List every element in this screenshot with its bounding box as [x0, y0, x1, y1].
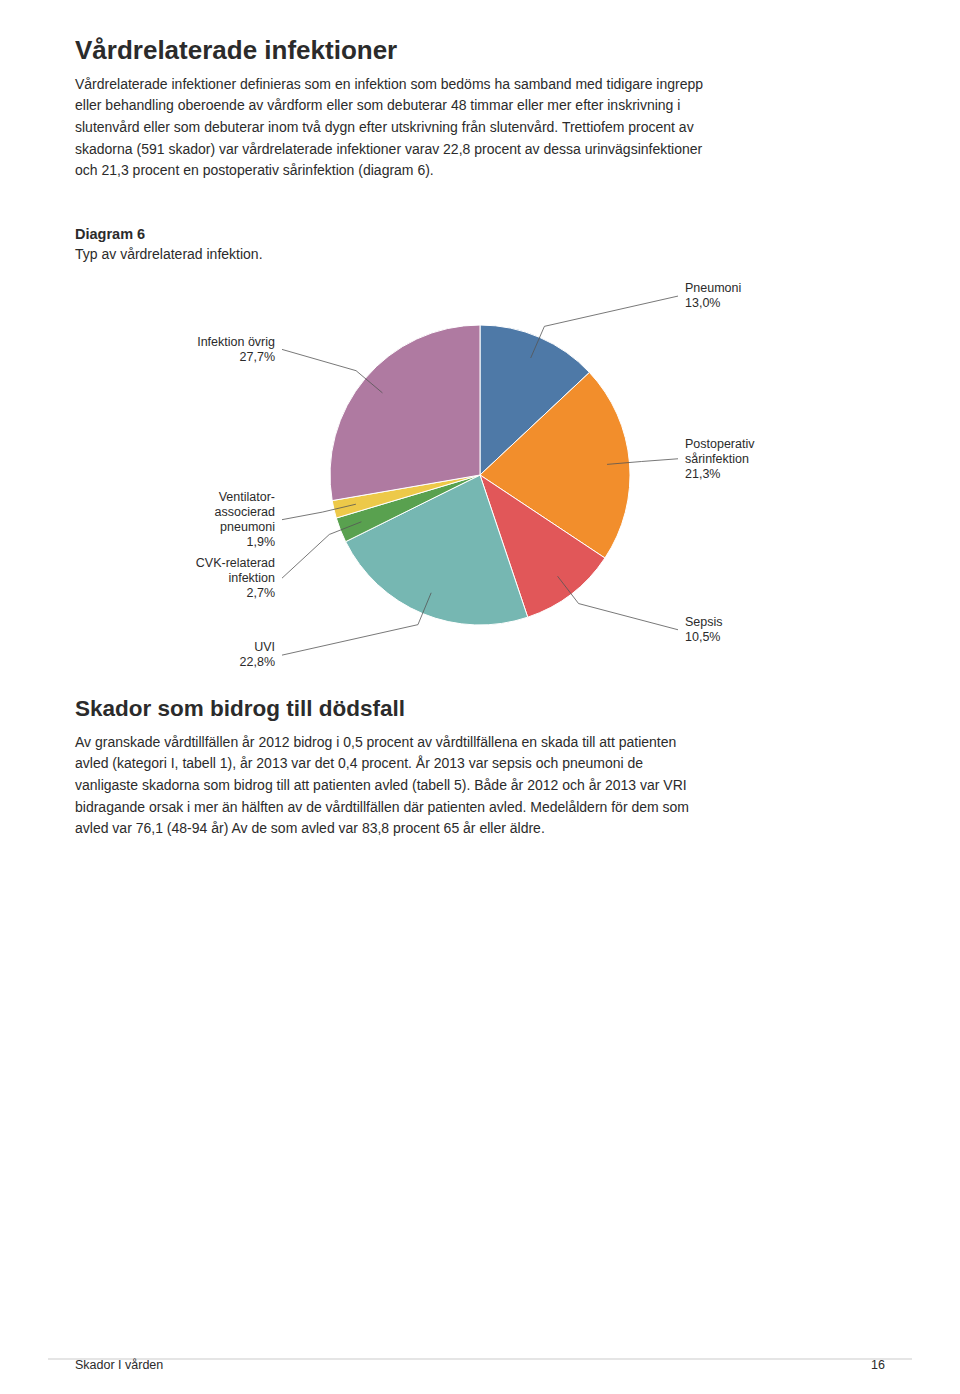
page-title: Vårdrelaterade infektioner — [75, 35, 397, 65]
slice-label: Sepsis — [685, 615, 723, 629]
labels: Pneumoni13,0% Postoperativsårinfektion21,… — [196, 281, 755, 669]
leader-line — [282, 504, 356, 519]
section-text: Av granskade vårdtillfällen år 2012 bidr… — [75, 734, 689, 837]
text-line: avled var 76,1 (48-94 år) Av de som avle… — [75, 820, 545, 836]
text-line: Vårdrelaterade infektioner — [75, 35, 397, 65]
text-line: Ventilator- — [219, 490, 275, 504]
text-line: Pneumoni — [685, 281, 741, 295]
slice-label: Pneumoni — [685, 281, 741, 295]
text-line: Infektion övrig — [197, 335, 275, 349]
leader-line — [282, 349, 382, 392]
leader-line — [282, 522, 361, 578]
text-line: pneumoni — [220, 520, 275, 534]
text-line: eller behandling oberoende av vårdform e… — [75, 97, 680, 113]
footer-right: 16 — [871, 1358, 885, 1372]
footer-rule — [48, 1359, 912, 1360]
leader-line — [558, 576, 678, 630]
data-label: 10,5% — [685, 630, 720, 644]
slice-label: CVK-relateradinfektion — [196, 556, 275, 585]
pie-chart: Pneumoni13,0% Postoperativsårinfektion21,… — [196, 281, 755, 669]
slice-label: Infektion övrig — [197, 335, 275, 349]
leader-line — [282, 593, 431, 655]
text-line: Sepsis — [685, 615, 723, 629]
slice-label: UVI — [254, 640, 275, 654]
text-line: Postoperativ — [685, 437, 755, 451]
text-line: slutenvård eller som debuterar inom två … — [75, 119, 694, 135]
text-line: infektion — [228, 571, 275, 585]
text-line: UVI — [254, 640, 275, 654]
leader-line — [531, 296, 678, 358]
pie-slice — [330, 325, 480, 501]
text-line: och 21,3 procent en postoperativ sårinfe… — [75, 162, 434, 178]
slice-label: Ventilator-associeradpneumoni — [215, 490, 275, 534]
chart-title: Diagram 6 — [75, 226, 145, 242]
data-label: 2,7% — [247, 586, 276, 600]
text-line: bidragande orsak i mer än hälften av de … — [75, 799, 689, 815]
data-label: 22,8% — [240, 655, 275, 669]
text-line: CVK-relaterad — [196, 556, 275, 570]
data-label: 13,0% — [685, 296, 720, 310]
body-text: Vårdrelaterade infektioner definieras so… — [75, 76, 703, 179]
text-line: sårinfektion — [685, 452, 749, 466]
data-label: 21,3% — [685, 467, 720, 481]
section-title: Skador som bidrog till dödsfall — [75, 696, 405, 721]
leader-line — [607, 459, 678, 465]
text-line: Skador som bidrog till dödsfall — [75, 696, 405, 721]
footer-left: Skador I vården — [75, 1358, 163, 1372]
text-line: Diagram 6 — [75, 226, 145, 242]
data-label: 27,7% — [240, 350, 275, 364]
slice-label: Postoperativsårinfektion — [685, 437, 755, 466]
page: Vårdrelaterade infektioner Vårdrelaterade… — [0, 0, 960, 1394]
slices — [330, 325, 630, 625]
data-label: 1,9% — [247, 535, 276, 549]
chart-subtitle: Typ av vårdrelaterad infektion. — [75, 246, 263, 262]
text-line: vanligaste skadorna som bidrog till att … — [75, 777, 687, 793]
text-line: Av granskade vårdtillfällen år 2012 bidr… — [75, 734, 676, 750]
text-line: Vårdrelaterade infektioner definieras so… — [75, 76, 703, 92]
text-line: skadorna (591 skador) var vårdrelaterade… — [75, 141, 703, 157]
text-line: associerad — [215, 505, 275, 519]
text-line: avled (kategori I, tabell 1), år 2013 va… — [75, 755, 643, 771]
text-line: Typ av vårdrelaterad infektion. — [75, 246, 263, 262]
